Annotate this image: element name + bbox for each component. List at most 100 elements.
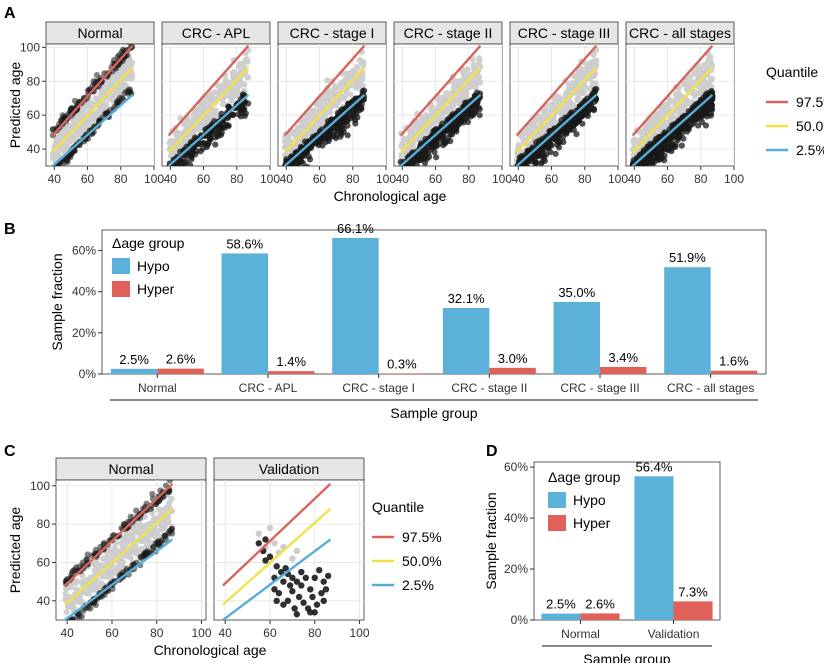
data-point-dark (275, 589, 283, 597)
y-tick-label: 60% (72, 244, 96, 258)
data-point-dark (181, 159, 188, 166)
data-point-dark (212, 141, 219, 148)
data-point-light (450, 84, 458, 91)
data-point-dark (266, 553, 274, 560)
bar-hypo (442, 307, 490, 374)
quantile-line-2.5% (283, 93, 366, 166)
y-axis-label: Sample fraction (483, 492, 499, 589)
data-point-dark (67, 105, 75, 113)
data-point-dark (293, 611, 301, 618)
data-point-dark (255, 540, 262, 547)
data-point-dark (425, 150, 432, 157)
data-point-dark (93, 71, 100, 79)
data-point-light (439, 110, 446, 117)
quantile-line-2.5% (631, 93, 714, 166)
data-point-dark (273, 597, 280, 605)
quantile-line-2.5% (399, 93, 482, 166)
data-point-dark (84, 556, 91, 563)
data-point-light (100, 103, 108, 110)
quantile-line-50.0% (631, 66, 714, 154)
data-point-dark (225, 103, 232, 110)
data-point-dark (693, 116, 700, 123)
data-point-dark (665, 146, 672, 153)
data-point-light (679, 104, 686, 111)
data-point-dark (417, 152, 425, 160)
x-tick-label: 80 (578, 172, 592, 186)
legend-key-hypo (548, 492, 566, 508)
data-point-dark (687, 121, 695, 129)
data-point-light (83, 576, 90, 584)
data-point-light (693, 65, 700, 72)
data-point-light (443, 90, 450, 97)
data-point-dark (476, 112, 483, 119)
data-point-light (146, 520, 154, 528)
legend-title: Δage group (112, 235, 185, 251)
bar-hypo (553, 302, 600, 374)
legend-key-hyper (112, 281, 130, 297)
data-point-light (239, 60, 246, 67)
data-point-dark (294, 173, 300, 179)
bar-hyper (489, 367, 536, 374)
quantile-line-50.0% (167, 66, 250, 154)
data-point-light (241, 81, 248, 88)
quantile-line-2.5% (64, 538, 174, 620)
data-point-light (99, 555, 107, 562)
x-axis-label: Chronological age (334, 188, 447, 204)
bar-value-label: 35.0% (558, 285, 595, 300)
data-point-light (575, 76, 582, 83)
x-tick-label: 100 (492, 172, 512, 186)
data-point-light (476, 74, 483, 81)
data-point-light (212, 107, 219, 114)
data-point-dark (309, 593, 316, 601)
data-point-dark (154, 539, 161, 546)
bar-hypo (332, 238, 379, 374)
quantile-line-97.5% (167, 44, 250, 137)
y-tick-label: 100 (20, 40, 40, 54)
data-point-light (114, 566, 121, 574)
x-tick-label: 80 (230, 172, 244, 186)
data-point-dark (636, 152, 643, 159)
data-point-light (687, 73, 694, 80)
data-point-dark (433, 154, 440, 161)
x-tick-label: 80 (346, 172, 360, 186)
data-point-dark (413, 168, 419, 174)
data-point-dark (298, 568, 305, 576)
bar-value-label: 0.3% (387, 356, 417, 371)
quantile-line-2.5% (515, 93, 598, 166)
data-point-light (347, 91, 354, 98)
data-point-light (531, 124, 538, 132)
data-point-light (683, 86, 690, 93)
x-tick-label: 40 (48, 172, 62, 186)
data-point-light (293, 547, 301, 555)
data-point-dark (641, 164, 648, 166)
x-tick-label: 60 (105, 626, 119, 640)
x-tick-label: CRC - stage II (451, 381, 527, 395)
data-point-light (324, 77, 331, 84)
quantile-line-97.5% (222, 482, 332, 587)
data-point-dark (165, 488, 173, 496)
y-tick-label: 60 (27, 108, 41, 122)
data-point-dark (225, 122, 232, 130)
x-tick-label: 60 (81, 172, 95, 186)
x-tick-label: 100 (608, 172, 628, 186)
data-point-light (296, 138, 303, 145)
data-point-dark (445, 134, 452, 141)
x-tick-label: 100 (376, 172, 396, 186)
x-tick-label: CRC - all stages (667, 381, 754, 395)
y-tick-label: 80 (27, 74, 41, 88)
quantile-line-97.5% (51, 44, 134, 137)
data-point-light (107, 555, 114, 562)
y-tick-label: 40 (37, 594, 51, 608)
data-point-dark (92, 601, 99, 609)
bar-value-label: 2.6% (585, 596, 615, 611)
data-point-dark (344, 132, 351, 139)
data-point-dark (305, 153, 312, 160)
data-point-dark (307, 586, 314, 593)
data-point-dark (97, 543, 104, 551)
bar-value-label: 58.6% (226, 236, 263, 251)
data-point-dark (541, 145, 549, 152)
legend-label: 97.5% (402, 529, 442, 545)
data-point-dark (307, 609, 314, 616)
data-point-dark (206, 134, 214, 142)
bar-hyper (580, 613, 620, 620)
